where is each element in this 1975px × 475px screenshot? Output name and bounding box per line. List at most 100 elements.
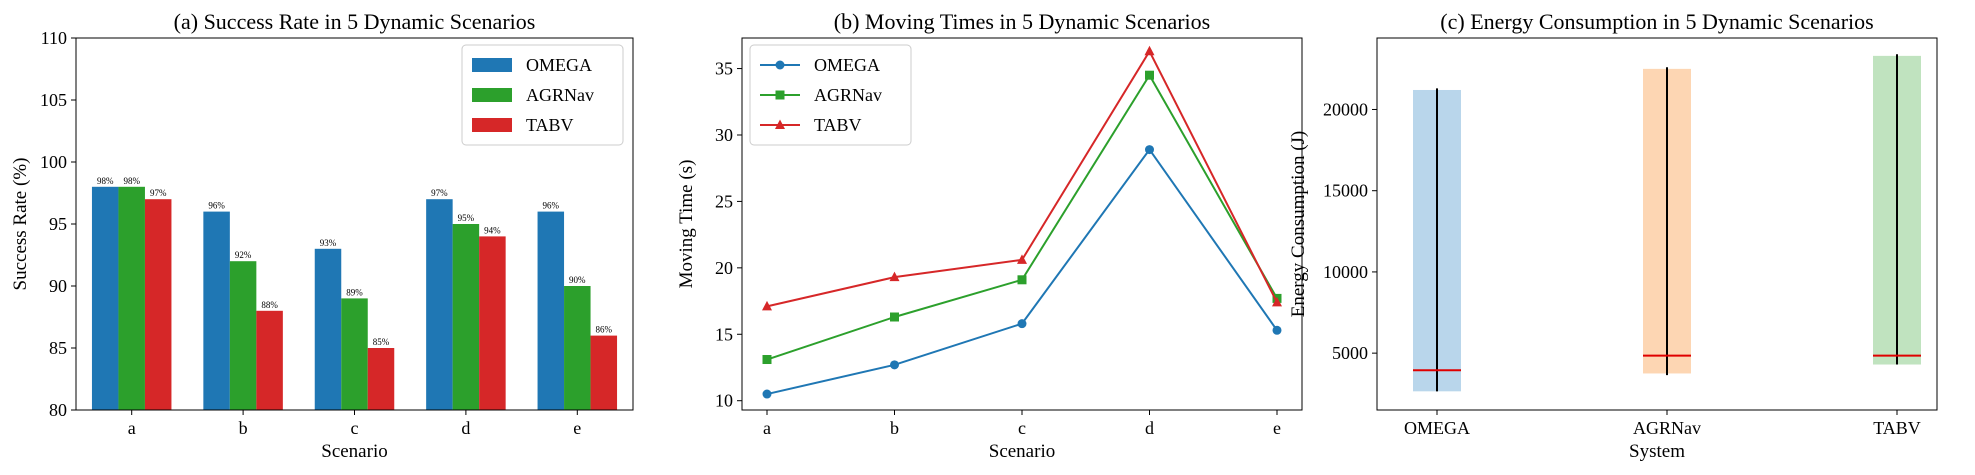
x-tick-label: e [573, 418, 581, 438]
bar-value-label: 90% [569, 275, 586, 285]
bar-value-label: 94% [484, 225, 501, 235]
bar [229, 261, 257, 410]
plot-frame-top [75, 37, 634, 411]
y-tick-label: 25 [715, 191, 733, 211]
legend-entry: TABV [814, 115, 862, 135]
y-tick-label: 20000 [1323, 99, 1368, 119]
y-tick-label: 85 [49, 338, 67, 358]
y-axis-label: Moving Time (s) [676, 160, 697, 289]
bar-value-label: 98% [97, 176, 114, 186]
legend-entry: OMEGA [814, 55, 880, 75]
data-point [1272, 296, 1282, 307]
legend-swatch [472, 88, 512, 102]
bar [590, 335, 618, 410]
bar-value-label: 93% [320, 238, 337, 248]
chart-title: (a) Success Rate in 5 Dynamic Scenarios [174, 9, 536, 34]
x-tick-label: d [1145, 418, 1154, 438]
y-tick-label: 20 [715, 258, 733, 278]
chart-title: (c) Energy Consumption in 5 Dynamic Scen… [1440, 9, 1873, 34]
moving-time-panel: (b) Moving Times in 5 Dynamic Scenarios S… [676, 9, 1303, 462]
y-tick-label: 10000 [1323, 262, 1368, 282]
data-point [1017, 319, 1027, 329]
y-tick-label: 15 [715, 324, 733, 344]
bar [367, 348, 395, 410]
x-tick-label: OMEGA [1404, 418, 1470, 438]
y-axis-label: Success Rate (%) [10, 158, 31, 291]
legend-entry: TABV [526, 115, 574, 135]
x-tick-label: a [763, 418, 771, 438]
legend-entry: AGRNav [814, 85, 882, 105]
data-point [762, 300, 772, 311]
bar [564, 286, 591, 410]
bar [341, 298, 368, 410]
x-tick-label: d [461, 418, 470, 438]
data-point [762, 389, 772, 399]
y-tick-label: 110 [41, 28, 67, 48]
bar [479, 236, 506, 410]
bar-value-label: 86% [596, 325, 613, 335]
bar-value-label: 97% [431, 188, 448, 198]
data-point [1017, 254, 1027, 264]
bar [91, 186, 119, 410]
data-point [762, 355, 772, 365]
x-tick-label: TABV [1873, 418, 1921, 438]
y-axis-label: Energy Consumption (J) [1288, 131, 1309, 317]
x-axis-label: Scenario [989, 441, 1055, 462]
data-point [1145, 70, 1154, 80]
y-tick-label: 15000 [1323, 181, 1368, 201]
bar-value-label: 97% [150, 188, 167, 198]
bar-value-label: 85% [373, 337, 390, 347]
legend-entry: OMEGA [526, 55, 592, 75]
plot-frame [1376, 37, 1938, 411]
bar-value-label: 96% [543, 201, 560, 211]
y-tick-label: 100 [40, 152, 67, 172]
y-tick-label: 30 [715, 125, 733, 145]
data-point [775, 90, 785, 100]
bar-value-label: 98% [123, 176, 140, 186]
y-tick-label: 35 [715, 59, 733, 79]
y-tick-label: 95 [49, 214, 67, 234]
energy-consumption-panel: (c) Energy Consumption in 5 Dynamic Scen… [1288, 9, 1938, 462]
bar [256, 310, 283, 410]
series-line [766, 147, 1278, 396]
x-tick-label: c [351, 418, 359, 438]
data-point [775, 60, 785, 70]
data-point [775, 119, 785, 129]
bar [452, 224, 480, 410]
x-tick-label: b [890, 418, 899, 438]
y-tick-label: 90 [49, 276, 67, 296]
y-tick-label: 5000 [1332, 343, 1368, 363]
legend-entry: AGRNav [526, 85, 594, 105]
bar [203, 211, 230, 410]
x-tick-label: a [128, 418, 136, 438]
x-tick-label: e [1273, 418, 1281, 438]
data-point [1272, 325, 1282, 335]
bar-value-label: 88% [261, 300, 278, 310]
bar-value-label: 95% [458, 213, 475, 223]
data-point [890, 360, 899, 370]
data-point [1017, 275, 1027, 285]
y-tick-label: 80 [49, 400, 67, 420]
bar [537, 211, 565, 410]
success-rate-panel: (a) Success Rate in 5 Dynamic Scenarios S… [10, 9, 634, 462]
x-axis-label: System [1629, 441, 1685, 462]
legend-swatch [472, 118, 512, 132]
y-tick-label: 105 [40, 90, 67, 110]
bar-value-label: 89% [346, 287, 363, 297]
bar [144, 199, 172, 410]
y-tick-label: 10 [715, 391, 733, 411]
bar [426, 199, 453, 410]
data-point [1144, 45, 1155, 56]
legend-swatch [472, 58, 512, 72]
data-point [890, 312, 899, 322]
bar-value-label: 96% [208, 201, 225, 211]
x-tick-label: b [239, 418, 248, 438]
x-axis-label: Scenario [321, 441, 387, 462]
x-tick-label: c [1018, 418, 1026, 438]
bar [118, 186, 145, 410]
legend-box [749, 44, 912, 146]
x-tick-label: AGRNav [1633, 418, 1701, 438]
bar-value-label: 92% [235, 250, 252, 260]
data-point [889, 271, 900, 282]
